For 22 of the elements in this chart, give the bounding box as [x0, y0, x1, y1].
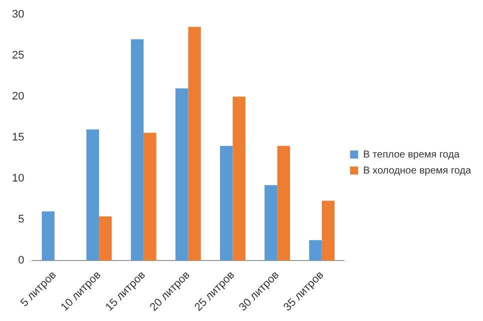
bar: [99, 216, 112, 261]
bar: [322, 200, 335, 261]
bar: [188, 26, 201, 261]
bar: [42, 211, 55, 261]
bar: [277, 146, 290, 261]
bar: [86, 129, 100, 261]
y-tick-label: 5: [18, 214, 24, 226]
y-tick-label: 0: [18, 254, 24, 267]
legend-label: В холодное время года: [363, 165, 472, 176]
bar: [175, 88, 188, 261]
bar: [264, 185, 278, 261]
y-tick-label: 15: [12, 132, 24, 144]
y-tick-label: 20: [12, 90, 24, 103]
legend-label: В теплое время года: [363, 149, 460, 160]
bar: [309, 240, 322, 261]
bar: [144, 132, 156, 261]
y-tick-label: 10: [12, 172, 24, 185]
y-tick-label: 25: [12, 50, 24, 62]
bar: [232, 96, 246, 261]
bar: [130, 39, 144, 261]
bar: [220, 146, 233, 261]
y-tick-label: 30: [12, 8, 24, 21]
